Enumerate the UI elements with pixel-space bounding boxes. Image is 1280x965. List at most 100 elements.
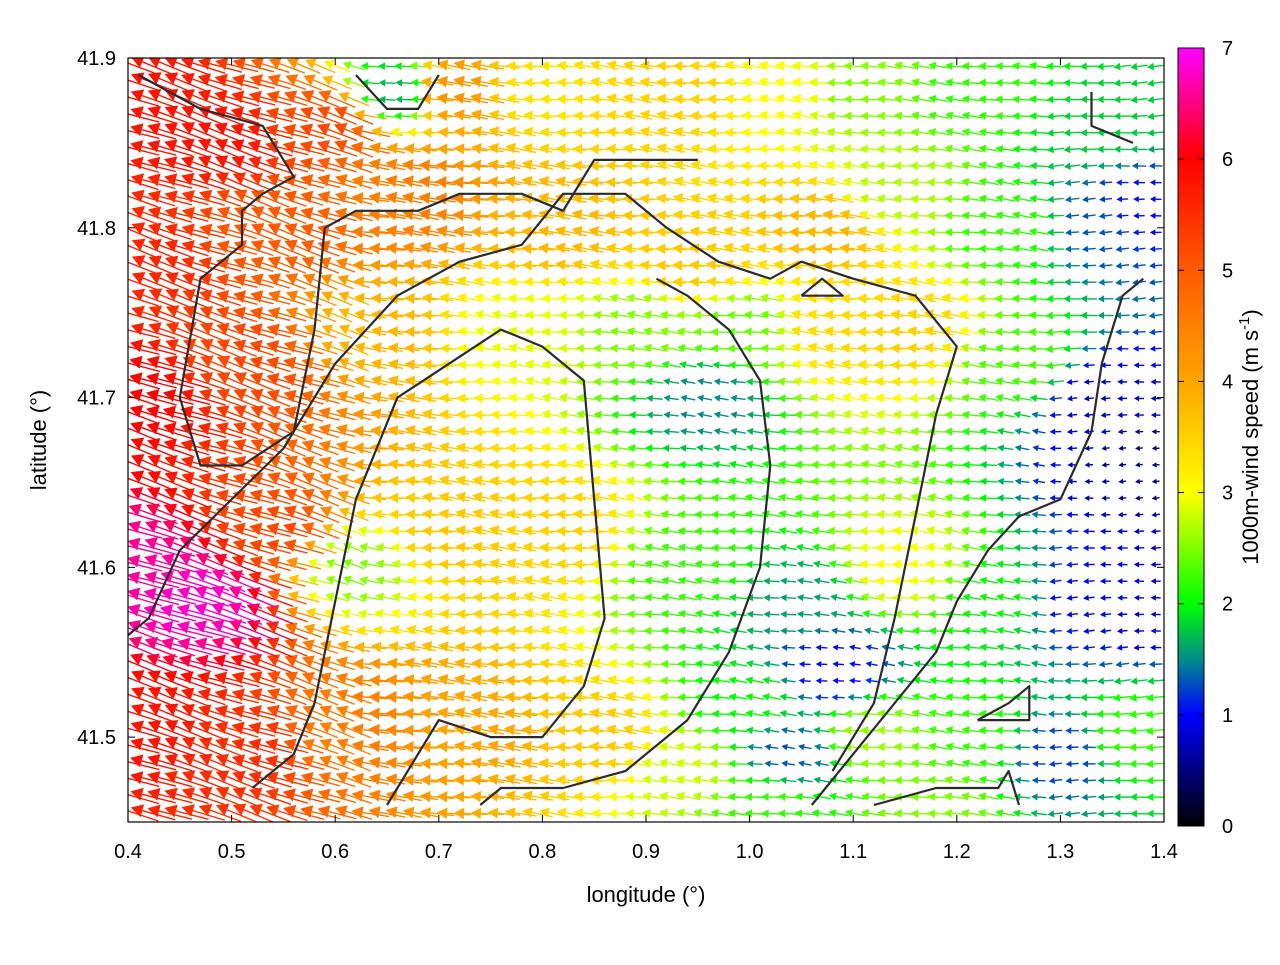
- wind-vector-head: [892, 393, 901, 403]
- wind-vector-shaft: [668, 547, 681, 549]
- wind-vector-head: [678, 593, 686, 601]
- wind-vector-head: [778, 494, 786, 502]
- wind-vector-head: [740, 226, 750, 236]
- wind-vector-head: [625, 476, 634, 485]
- wind-vector-head: [521, 725, 532, 736]
- wind-vector-shaft: [1003, 747, 1015, 748]
- wind-vector-head: [747, 411, 754, 418]
- wind-vector-head: [694, 593, 702, 601]
- wind-vector-head: [860, 759, 868, 768]
- wind-vector-head: [832, 678, 838, 684]
- wind-vector-shaft: [986, 631, 998, 633]
- wind-vector-head: [745, 776, 752, 784]
- wind-vector-head: [572, 509, 582, 519]
- wind-vector-head: [844, 576, 852, 585]
- wind-vector-head: [728, 809, 736, 817]
- wind-vector-head: [507, 277, 516, 287]
- wind-vector-head: [1014, 495, 1021, 502]
- wind-vector-head: [111, 603, 125, 615]
- wind-vector-head: [1129, 760, 1137, 768]
- wind-vector-head: [730, 411, 737, 418]
- wind-vector-head: [1129, 694, 1137, 702]
- wind-vector-head: [1080, 694, 1087, 702]
- wind-vector-head: [860, 477, 868, 486]
- wind-vector-head: [353, 442, 364, 454]
- wind-vector-head: [1012, 394, 1020, 402]
- wind-vector-head: [369, 806, 381, 818]
- wind-vector-head: [1049, 761, 1055, 767]
- wind-vector-head: [909, 576, 918, 586]
- wind-vector-shaft: [1089, 597, 1095, 598]
- wind-vector-head: [823, 310, 833, 320]
- wind-vector-head: [572, 526, 582, 537]
- wind-vector-head: [388, 342, 399, 353]
- wind-vector-head: [504, 227, 514, 238]
- wind-vector-head: [405, 376, 416, 387]
- wind-vector-shaft: [969, 415, 982, 416]
- wind-vector-head: [622, 210, 632, 221]
- wind-vector-head: [842, 161, 851, 170]
- wind-vector-head: [845, 776, 853, 784]
- wind-vector-shaft: [1037, 598, 1046, 599]
- wind-vector-head: [1083, 545, 1089, 551]
- wind-vector-head: [474, 377, 483, 387]
- wind-vector-head: [1032, 761, 1038, 768]
- wind-vector-head: [813, 577, 820, 584]
- wind-vector-head: [711, 527, 719, 535]
- wind-vector-head: [659, 709, 668, 718]
- wind-vector-head: [505, 159, 516, 170]
- wind-vector-head: [996, 660, 1003, 668]
- wind-vector-head: [1118, 429, 1123, 435]
- wind-vector-head: [996, 560, 1004, 568]
- wind-vector-head: [910, 809, 918, 818]
- wind-vector-shaft: [1038, 731, 1046, 732]
- wind-vector-head: [439, 293, 449, 303]
- wind-vector-head: [925, 559, 934, 568]
- wind-vector-shaft: [635, 432, 647, 433]
- wind-vector-head: [1050, 595, 1056, 601]
- wind-vector-head: [1147, 677, 1154, 685]
- wind-vector-head: [778, 809, 786, 817]
- wind-vector-head: [610, 377, 618, 386]
- wind-vector-head: [1102, 479, 1107, 484]
- wind-vector-head: [593, 361, 601, 370]
- wind-vector-head: [1047, 677, 1054, 684]
- wind-vector-head: [996, 760, 1003, 768]
- wind-vector-head: [556, 791, 566, 801]
- wind-vector-head: [1084, 512, 1089, 518]
- wind-vector-head: [371, 641, 382, 652]
- wind-vector-head: [1031, 511, 1038, 518]
- wind-vector-head: [865, 644, 871, 650]
- wind-vector-head: [839, 209, 850, 220]
- wind-vector-head: [391, 559, 400, 568]
- wind-vector-head: [540, 625, 550, 635]
- wind-vector-head: [1012, 162, 1020, 170]
- wind-vector-head: [1117, 379, 1122, 385]
- wind-vector-head: [866, 661, 872, 667]
- wind-vector-head: [774, 161, 784, 171]
- wind-vector-shaft: [670, 432, 680, 433]
- wind-vector-head: [807, 177, 817, 187]
- wind-vector-head: [539, 542, 549, 553]
- wind-vector-head: [781, 661, 787, 668]
- wind-vector-head: [1100, 578, 1106, 584]
- wind-vector-head: [843, 527, 852, 536]
- wind-vector-shaft: [720, 448, 730, 450]
- wind-vector-shaft: [719, 731, 731, 732]
- wind-vector-shaft: [668, 597, 681, 599]
- wind-vector-shaft: [685, 664, 698, 665]
- wind-vector-head: [805, 210, 816, 221]
- wind-vector-head: [861, 776, 869, 785]
- wind-vector-head: [979, 494, 986, 502]
- wind-vector-head: [440, 310, 450, 320]
- wind-vector-shaft: [838, 648, 844, 649]
- wind-vector-head: [523, 443, 533, 453]
- wind-vector-head: [790, 177, 800, 187]
- wind-vector-head: [387, 425, 398, 436]
- wind-vector-shaft: [969, 681, 981, 682]
- wind-vector-head: [1117, 545, 1123, 551]
- wind-vector-head: [995, 245, 1003, 253]
- wind-vector-head: [762, 710, 770, 718]
- wind-vector-shaft: [685, 465, 697, 466]
- wind-vector-head: [1046, 295, 1053, 303]
